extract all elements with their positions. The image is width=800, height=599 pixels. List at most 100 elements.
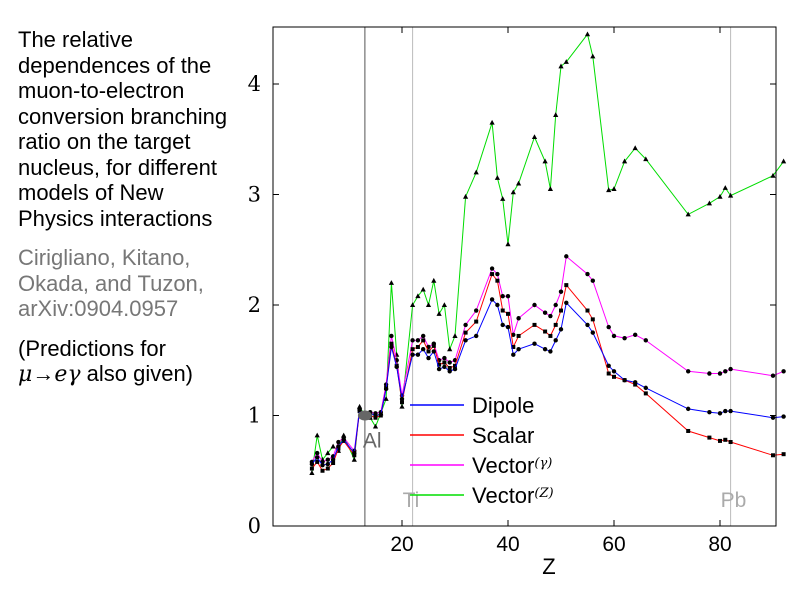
series-point-vector-z: [632, 145, 638, 151]
note-mu: μ: [18, 362, 33, 387]
series-point-scalar: [718, 438, 722, 443]
series-point-vector: [558, 289, 564, 294]
series-point-dipole: [415, 352, 421, 357]
caption-text: The relative dependences of the muon-to-…: [18, 27, 228, 231]
series-point-scalar: [781, 452, 786, 457]
series-point-dipole: [378, 412, 383, 417]
series-point-dipole: [532, 341, 537, 346]
series-point-scalar: [723, 437, 728, 442]
series-point-scalar: [474, 319, 479, 324]
legend-label-vector-z: Vector(Z): [472, 483, 554, 508]
series-point-dipole: [325, 461, 330, 467]
series-point-vector: [389, 333, 394, 339]
series-point-vector: [495, 271, 500, 277]
series-point-vector-z: [611, 186, 617, 191]
series-point-scalar: [532, 322, 537, 327]
series-point-vector-z: [447, 346, 453, 352]
series-point-dipole: [717, 411, 723, 416]
reference-label-ti: Ti: [403, 489, 420, 512]
series-point-scalar: [490, 272, 495, 277]
legend-label-scalar: Scalar: [472, 423, 534, 448]
caption-panel: The relative dependences of the muon-to-…: [18, 27, 233, 388]
series-point-scalar: [686, 428, 691, 433]
series-point-vector: [622, 335, 627, 341]
series-point-vector-z: [473, 169, 479, 175]
series-point-scalar: [590, 317, 595, 322]
series-point-dipole: [383, 386, 389, 392]
series-line-vector: [311, 255, 784, 463]
series-point-vector: [548, 313, 553, 319]
series-point-dipole: [728, 408, 733, 414]
x-tick-label: 20: [390, 533, 413, 556]
series-point-scalar: [633, 382, 638, 387]
series-point-dipole: [542, 347, 548, 352]
series-point-vector: [415, 338, 421, 343]
series-point-vector-z: [531, 134, 538, 140]
legend: Dipole Scalar Vector(γ) Vector(Z): [410, 393, 554, 508]
series-point-vector-z: [510, 189, 516, 195]
series-point-scalar: [612, 374, 616, 379]
series-point-vector: [500, 293, 505, 299]
series-point-dipole: [394, 364, 399, 370]
series-point-dipole: [633, 380, 638, 385]
series-point-dipole: [611, 369, 617, 374]
series-point-vector-z: [717, 193, 723, 199]
series-point-vector: [315, 450, 320, 456]
series-point-dipole: [436, 366, 442, 372]
legend-superscript: (γ): [534, 456, 552, 471]
series-point-scalar: [553, 322, 558, 327]
series-point-vector: [781, 369, 786, 374]
series-point-scalar: [500, 308, 505, 313]
series-point-vector-z: [489, 119, 495, 125]
series-point-dipole: [357, 407, 362, 413]
series-point-vector: [463, 322, 468, 328]
series-point-dipole: [410, 352, 415, 357]
series-point-vector: [410, 338, 415, 343]
series-point-scalar: [728, 440, 733, 445]
series-point-vector-z: [325, 450, 331, 456]
series-point-scalar: [331, 461, 336, 466]
series-point-scalar: [431, 343, 436, 348]
series-point-scalar: [564, 283, 569, 288]
series-point-dipole: [495, 302, 500, 308]
x-tick-label: 60: [602, 533, 625, 556]
series-point-dipole: [389, 344, 394, 350]
series-point-vector: [611, 333, 617, 339]
series-point-scalar: [453, 363, 457, 368]
series-point-vector-z: [542, 158, 548, 164]
series-point-scalar: [400, 400, 404, 405]
series-point-vector: [585, 271, 590, 277]
series-point-dipole: [770, 415, 776, 420]
series-point-vector: [516, 316, 521, 321]
series-point-scalar: [315, 459, 320, 464]
series-point-scalar: [352, 453, 357, 458]
series-point-scalar: [447, 365, 452, 370]
series-point-vector-z: [622, 158, 628, 164]
series-point-scalar: [309, 466, 314, 471]
series-point-vector: [421, 333, 426, 339]
plot-frame: [272, 26, 777, 527]
x-axis-label: Z: [542, 554, 555, 579]
series-point-vector: [336, 439, 341, 445]
series-point-vector: [325, 457, 330, 462]
note-gamma: γ: [67, 362, 81, 387]
series-point-dipole: [590, 330, 595, 335]
series-point-dipole: [452, 366, 458, 372]
reference-point-marker: [357, 410, 372, 421]
series-point-dipole: [606, 363, 611, 368]
series-point-vector-z: [606, 187, 612, 193]
series-point-scalar: [373, 415, 378, 420]
series-point-scalar: [426, 349, 431, 354]
series-point-scalar: [548, 333, 553, 338]
series-point-dipole: [643, 385, 648, 391]
series-line-dipole: [311, 298, 784, 466]
legend-label-vector: Vector(γ): [472, 453, 552, 478]
series-point-vector-z: [505, 241, 511, 247]
series-point-vector-z: [643, 156, 649, 162]
series-point-vector-z: [431, 277, 437, 283]
series-point-scalar: [389, 341, 394, 346]
reference-lines: Ti Pb: [364, 27, 746, 526]
series-point-vector-z: [420, 286, 426, 292]
note-open: (Predictions for: [18, 335, 166, 361]
series-point-scalar: [410, 347, 415, 352]
